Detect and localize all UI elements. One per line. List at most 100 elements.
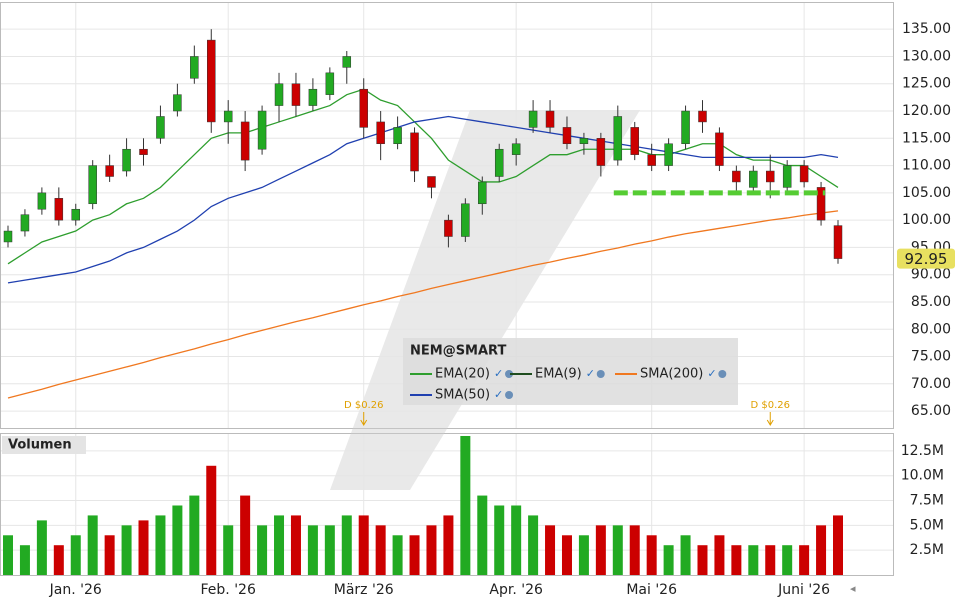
candle-body	[122, 148, 131, 172]
y-tick-label: 105.00	[902, 185, 951, 201]
volume-bar	[731, 545, 742, 575]
candle-body	[342, 56, 352, 68]
candle-body	[54, 198, 64, 221]
candle-body	[207, 39, 216, 123]
x-tick-label: Juni '26	[777, 582, 830, 598]
y-tick-label: 100.00	[902, 212, 951, 228]
x-tick-label: März '26	[334, 582, 394, 598]
legend-check: ✓	[494, 367, 503, 380]
volume-title: Volumen	[8, 438, 72, 453]
legend-box	[403, 338, 738, 405]
volume-bar	[528, 515, 539, 575]
marks	[3, 29, 843, 575]
legend-title: NEM@SMART	[410, 344, 506, 359]
candle-body	[698, 110, 707, 123]
candle-body	[190, 56, 199, 79]
candle-body	[223, 110, 233, 123]
candle-body	[105, 165, 114, 177]
legend-label: EMA(9)	[535, 367, 582, 382]
legend-check: ✓	[707, 367, 716, 380]
candle-body	[461, 203, 470, 237]
legend-settings[interactable]	[718, 370, 727, 378]
volume-bar	[104, 535, 115, 575]
volume-bar	[53, 545, 64, 575]
candle-body	[3, 230, 13, 243]
candle-body	[444, 219, 453, 237]
y-tick-label: 135.00	[902, 21, 951, 37]
x-tick-label: Feb. '26	[201, 582, 256, 598]
volume-bar	[87, 515, 98, 575]
last-price-box	[897, 248, 955, 269]
volume-bar	[3, 535, 13, 575]
volume-bar	[799, 545, 810, 575]
volume-bar	[392, 535, 403, 575]
volume-bar	[494, 505, 505, 575]
candle-body	[782, 165, 792, 188]
volume-bar	[578, 535, 589, 575]
volume-bar	[595, 525, 606, 575]
volume-bar	[477, 495, 488, 575]
y-tick-label: 85.00	[911, 294, 951, 310]
candle-body	[732, 170, 741, 183]
y-tick-label: 65.00	[911, 403, 951, 419]
y-tick-label: 130.00	[902, 48, 951, 64]
candle-body	[749, 170, 758, 188]
candle-body	[427, 176, 436, 188]
candle-body	[562, 127, 572, 145]
candle-body	[613, 116, 623, 161]
last-price-label: 92.95	[905, 250, 948, 268]
legend-settings[interactable]	[505, 391, 514, 399]
candle-body	[257, 110, 267, 150]
volume-bar	[629, 525, 640, 575]
candle-body	[511, 143, 521, 155]
ma-line	[7, 115, 839, 284]
candle-body	[799, 165, 809, 183]
y-tick-label: 90.00	[911, 267, 951, 283]
volume-bar	[240, 495, 251, 575]
volume-bar	[697, 545, 708, 575]
y-tick-label: 75.00	[911, 349, 951, 365]
candle-body	[71, 208, 81, 221]
volume-bar	[663, 545, 674, 575]
candle-body	[579, 138, 589, 145]
volume-bar	[290, 515, 301, 575]
y-tick-label: 120.00	[902, 103, 951, 119]
volume-bar	[189, 495, 200, 575]
candle-body	[325, 72, 335, 95]
volume-bar	[782, 545, 793, 575]
volume-bar	[206, 465, 217, 575]
volume-bar	[680, 535, 691, 575]
y-tick-label: 115.00	[902, 130, 951, 146]
candle-body	[139, 148, 148, 155]
legend-check: ✓	[586, 367, 595, 380]
candle-body	[596, 138, 606, 166]
x-tick-label: Apr. '26	[489, 582, 543, 598]
candle-body	[630, 127, 639, 155]
y-tick-label: 80.00	[911, 321, 951, 337]
volume-bar	[612, 525, 623, 575]
volume-tick-label: 12.5M	[901, 443, 944, 459]
candle-body	[478, 181, 487, 205]
volume-bar	[511, 505, 522, 575]
x-tick-label: Mai '26	[626, 582, 677, 598]
candle-body	[88, 165, 97, 205]
dividend-label: D $0.26	[344, 400, 384, 411]
volume-bar	[324, 525, 335, 575]
volume-bar	[460, 435, 471, 575]
volume-bar	[138, 520, 149, 575]
volume-bar	[714, 535, 725, 575]
legend-label: EMA(20)	[435, 367, 490, 382]
volume-bar	[341, 515, 352, 575]
scroll-arrow[interactable]: ◂	[850, 582, 856, 595]
volume-bar	[358, 515, 369, 575]
legend-settings[interactable]	[596, 370, 605, 378]
candle-body	[37, 192, 47, 210]
candle-body	[173, 94, 182, 112]
volume-bar	[833, 515, 843, 575]
ma-line	[7, 210, 839, 399]
candle-body	[681, 110, 690, 145]
legend-settings[interactable]	[505, 370, 514, 378]
volume-bar	[426, 525, 437, 575]
